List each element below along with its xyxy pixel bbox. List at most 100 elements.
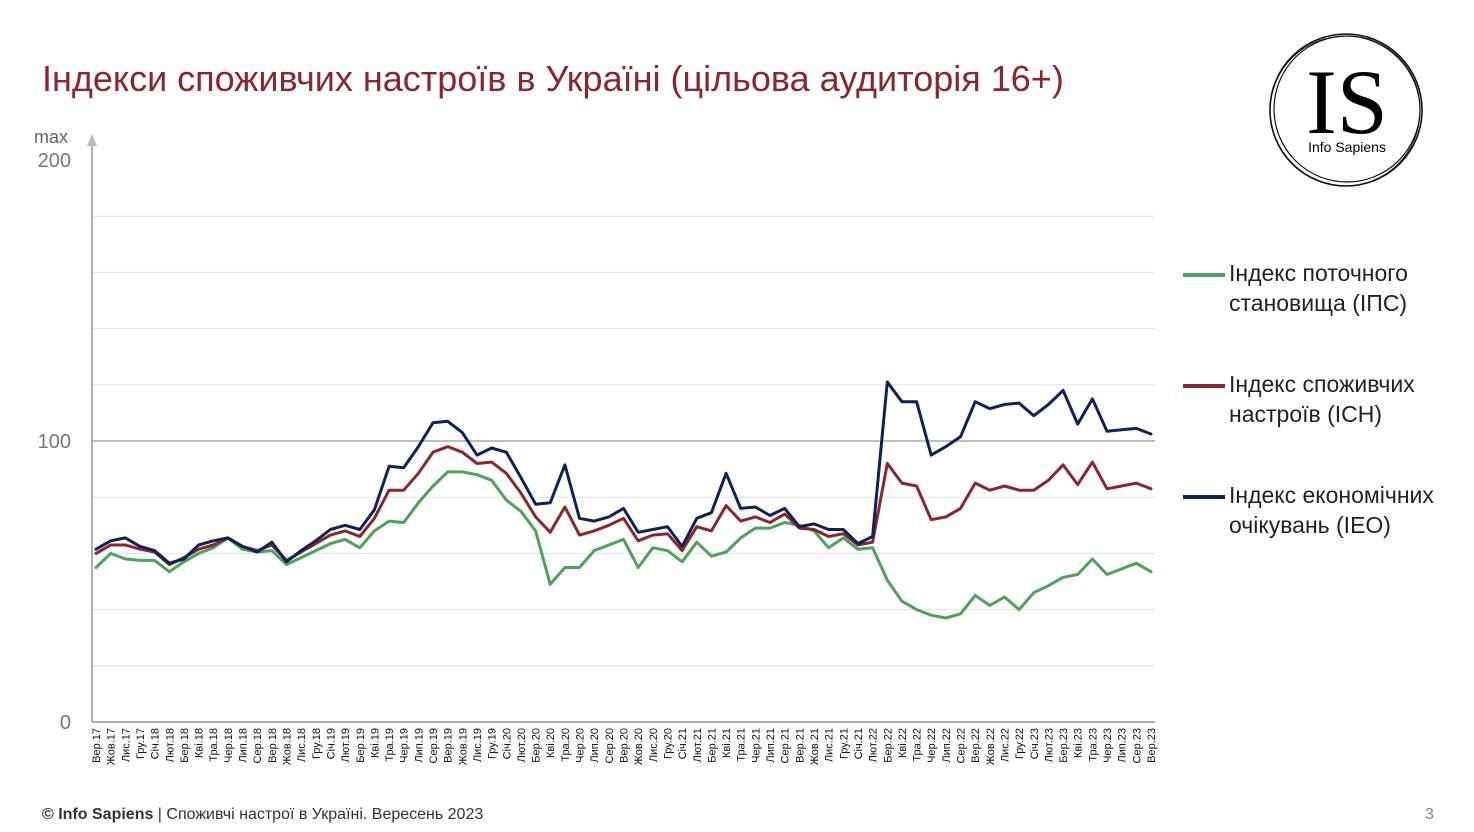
x-tick-label: Бер.20 [531,728,543,763]
x-tick-label: Лис.22 [1000,728,1012,762]
legend-item-ieo: Індекс економічних очікувань (ІЕО) [1183,480,1459,540]
x-axis-labels: Вер.17 Жов.17 Лис.17 Гру.17 Січ.18 Лют.18 Бер.… [91,728,1158,765]
x-tick-label: Сер.20 [604,728,616,763]
x-tick-label: Гру.18 [311,728,323,759]
x-tick-label: Кві.19 [369,728,381,758]
x-tick-label: Січ.23 [1029,728,1041,759]
y-axis-max-label: max [34,127,68,147]
x-tick-label: Січ.20 [501,728,513,759]
chart-gridlines [92,215,1155,667]
x-tick-label: Лис.19 [472,728,484,762]
x-tick-label: Вер.22 [970,728,982,763]
x-tick-label: Січ.18 [150,728,162,759]
page-title: Індекси споживчих настроїв в Україні (ці… [42,58,1064,99]
x-tick-label: Чер.20 [575,728,587,763]
page-number: 3 [1425,806,1434,823]
info-sapiens-logo: IS Info Sapiens [1266,30,1428,190]
x-tick-label: Жов.19 [457,728,469,765]
y-tick-label: 100 [38,431,71,453]
x-tick-label: Тра.21 [736,728,748,762]
x-tick-label: Жов.20 [633,728,645,765]
x-tick-label: Сер.19 [428,728,440,763]
x-tick-label: Гру.17 [135,728,147,759]
x-tick-label: Тра.18 [208,728,220,762]
x-tick-label: Лис.20 [648,728,660,762]
x-tick-label: Лис.18 [296,728,308,762]
footer-brand: © Info Sapiens [42,806,154,823]
x-tick-label: Кві.20 [545,728,557,758]
x-tick-label: Вер.17 [91,728,103,763]
chart-series [94,380,1153,620]
x-tick-label: Тра.22 [912,728,924,762]
x-tick-label: Гру.19 [487,728,499,759]
x-tick-label: Бер.19 [355,728,367,763]
x-tick-label: Лют.20 [516,728,528,762]
footer: © Info Sapiens | Споживчі настрої в Укра… [42,806,483,824]
x-tick-label: Вер.18 [267,728,279,763]
x-tick-label: Сер.23 [1131,728,1143,763]
x-tick-label: Лют.21 [692,728,704,762]
legend-item-ips: Індекс поточного становища (ІПС) [1183,258,1459,318]
legend-label-ieo: Індекс економічних очікувань (ІЕО) [1229,482,1434,538]
x-tick-label: Лют.22 [868,728,880,762]
y-tick-label: 0 [60,712,71,734]
x-tick-label: Кві.18 [194,728,206,758]
x-tick-label: Лип.20 [589,728,601,763]
chart-axes: max 0 100 200 [34,127,1155,734]
x-tick-label: Лип.19 [413,728,425,763]
legend-swatch-ieo [1183,495,1225,499]
series-line-2 [94,380,1153,565]
x-tick-label: Лип.23 [1117,728,1129,763]
x-tick-label: Тра.19 [384,728,396,762]
x-tick-label: Чер.21 [750,728,762,763]
x-tick-label: Сер.22 [956,728,968,763]
x-tick-label: Сер.18 [252,728,264,763]
x-tick-label: Вер.21 [794,728,806,763]
x-tick-label: Чер.23 [1102,728,1114,763]
x-tick-label: Січ.19 [325,728,337,759]
footer-separator: | [153,806,167,823]
footer-text: Споживчі настрої в Україні. Вересень 202… [166,806,484,823]
logo-text: Info Sapiens [1308,139,1386,155]
y-axis-arrow-icon [87,134,97,146]
logo-mark: IS [1306,51,1388,153]
x-tick-label: Лют.23 [1043,728,1055,762]
legend-label-ips: Індекс поточного становища (ІПС) [1229,260,1408,316]
x-tick-label: Чер.19 [399,728,411,763]
x-tick-label: Кві.22 [897,728,909,758]
x-tick-label: Гру.21 [838,728,850,759]
y-tick-label: 200 [38,150,71,172]
x-tick-label: Січ.21 [677,728,689,759]
x-tick-label: Лип.22 [941,728,953,763]
legend-swatch-ich [1183,384,1225,388]
x-tick-label: Вер.19 [443,728,455,763]
x-tick-label: Сер.21 [780,728,792,763]
x-tick-label: Лют.18 [164,728,176,762]
x-tick-label: Бер.21 [706,728,718,763]
x-tick-label: Бер.23 [1058,728,1070,763]
series-line-1 [94,445,1153,567]
x-tick-label: Жов.22 [985,728,997,765]
x-tick-label: Тра.20 [560,728,572,762]
x-tick-label: Вер.20 [619,728,631,763]
legend-item-ich: Індекс споживчих настроїв (ІСН) [1183,369,1459,429]
series-line-0 [94,470,1153,620]
x-tick-label: Бер.18 [179,728,191,763]
x-tick-label: Бер.22 [882,728,894,763]
x-tick-label: Кві.21 [721,728,733,758]
x-tick-label: Кві.23 [1073,728,1085,758]
x-tick-label: Жов.18 [282,728,294,765]
legend-label-ich: Індекс споживчих настроїв (ІСН) [1229,371,1415,427]
x-tick-label: Жов.21 [809,728,821,765]
x-tick-label: Чер.18 [223,728,235,763]
x-tick-label: Січ.21 [853,728,865,759]
x-tick-label: Лис.21 [824,728,836,762]
x-tick-label: Лют.19 [340,728,352,762]
x-tick-label: Вер.23 [1146,728,1158,763]
x-tick-label: Гру.20 [663,728,675,759]
x-tick-label: Жов.17 [106,728,118,765]
x-tick-label: Лип.21 [765,728,777,763]
x-tick-label: Лис.17 [120,728,132,762]
x-tick-label: Лип.18 [238,728,250,763]
